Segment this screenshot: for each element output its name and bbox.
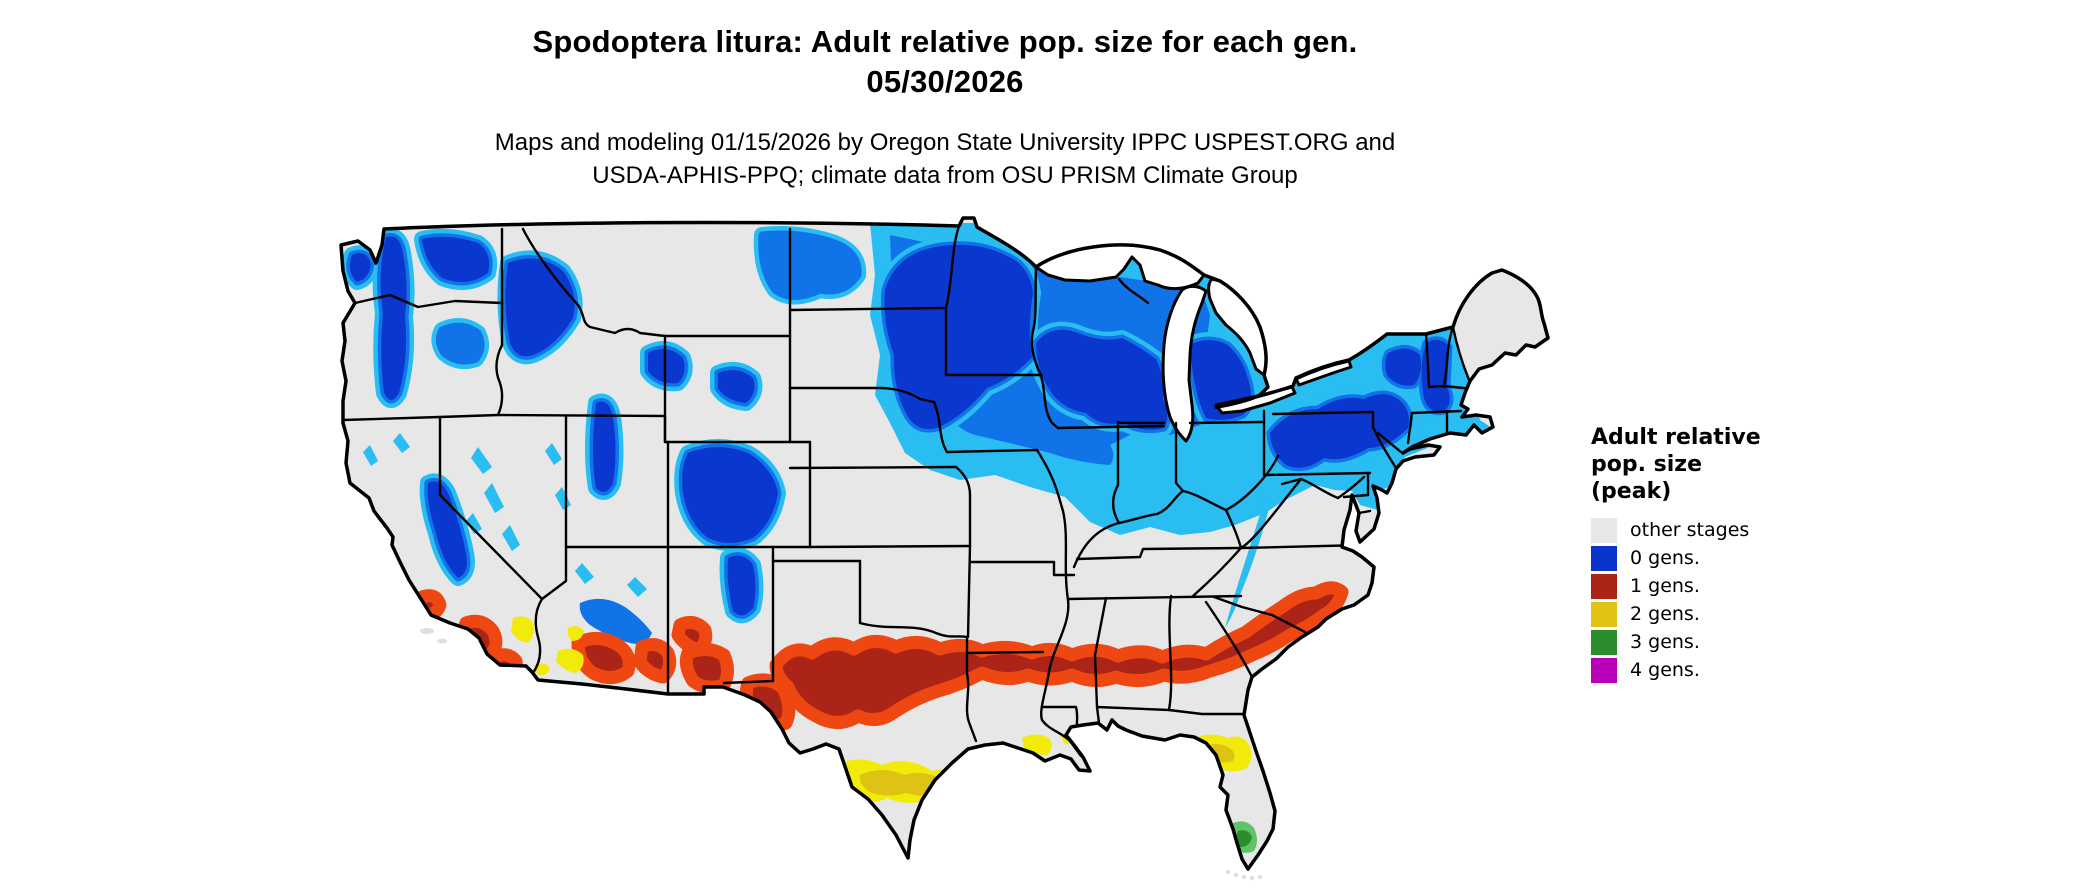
lake-michigan — [1161, 284, 1208, 443]
legend-swatch-5 — [1591, 657, 1617, 683]
offshore-islands — [420, 628, 1262, 881]
page-subtitle-block: Maps and modeling 01/15/2026 by Oregon S… — [295, 126, 1595, 192]
legend-item-0: other stages — [1591, 517, 1821, 543]
page-title-block: Spodoptera litura: Adult relative pop. s… — [295, 22, 1595, 102]
legend-swatch-1 — [1591, 545, 1617, 571]
legend-item-4: 3 gens. — [1591, 629, 1821, 655]
us-map-svg — [339, 216, 1550, 881]
legend-swatch-0 — [1591, 517, 1617, 543]
legend-label-3: 2 gens. — [1630, 603, 1700, 625]
legend-item-2: 1 gens. — [1591, 573, 1821, 599]
legend-swatch-4 — [1591, 629, 1617, 655]
legend-label-5: 4 gens. — [1630, 659, 1700, 681]
state-borders — [341, 224, 1484, 758]
legend-label-2: 1 gens. — [1630, 575, 1700, 597]
legend-title-line-3: (peak) — [1591, 479, 1672, 504]
legend-label-1: 0 gens. — [1630, 547, 1700, 569]
map-legend: Adult relative pop. size (peak) other st… — [1591, 424, 1821, 685]
subtitle-line-1: Maps and modeling 01/15/2026 by Oregon S… — [494, 129, 1396, 156]
subtitle-line-2: USDA-APHIS-PPQ; climate data from OSU PR… — [592, 162, 1298, 189]
legend-swatch-3 — [1591, 601, 1617, 627]
legend-items: other stages 0 gens. 1 gens. 2 gens. 3 gens.… — [1591, 517, 1821, 683]
legend-item-1: 0 gens. — [1591, 545, 1821, 571]
legend-title: Adult relative pop. size (peak) — [1591, 424, 1821, 505]
legend-label-0: other stages — [1630, 519, 1750, 541]
map-region-az-highlands — [579, 598, 652, 644]
legend-title-line-1: Adult relative — [1591, 425, 1761, 450]
us-map — [330, 195, 1560, 892]
legend-title-line-2: pop. size — [1591, 452, 1702, 477]
great-lakes — [1034, 243, 1353, 443]
page-title: Spodoptera litura: Adult relative pop. s… — [532, 24, 1358, 59]
legend-label-4: 3 gens. — [1630, 631, 1700, 653]
legend-item-3: 2 gens. — [1591, 601, 1821, 627]
map-date: 05/30/2026 — [866, 64, 1024, 99]
legend-item-5: 4 gens. — [1591, 657, 1821, 683]
legend-swatch-2 — [1591, 573, 1617, 599]
